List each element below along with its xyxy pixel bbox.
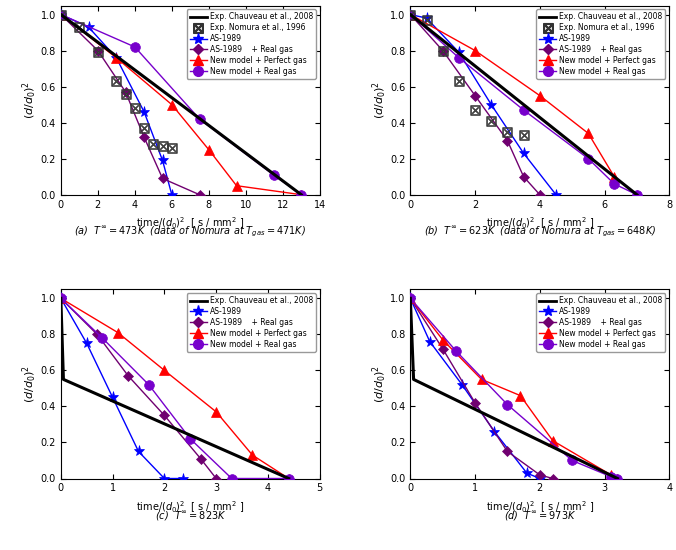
Y-axis label: $(d/d_0)^2$: $(d/d_0)^2$	[370, 365, 389, 403]
Y-axis label: $(d/d_0)^2$: $(d/d_0)^2$	[370, 81, 389, 119]
X-axis label: time/$(d_0)^2$  [ s / mm$^2$ ]: time/$(d_0)^2$ [ s / mm$^2$ ]	[486, 215, 594, 231]
X-axis label: time/$(d_0)^2$  [ s / mm$^2$ ]: time/$(d_0)^2$ [ s / mm$^2$ ]	[137, 499, 244, 515]
Y-axis label: $(d/d_0)^2$: $(d/d_0)^2$	[21, 365, 39, 403]
Text: (b)  $T^{\infty}=623K$  (data of Nomura at $T_{gas}=648 K$): (b) $T^{\infty}=623K$ (data of Nomura at…	[424, 225, 656, 239]
Legend: Exp. Chauveau et al., 2008, Exp. Nomura et al., 1996, AS-1989, AS-1989    + Real: Exp. Chauveau et al., 2008, Exp. Nomura …	[187, 9, 316, 79]
X-axis label: time/$(d_0)^2$  [ s / mm$^2$ ]: time/$(d_0)^2$ [ s / mm$^2$ ]	[137, 215, 244, 231]
Text: (a)  $T^{\infty}=473K$  (data of Nomura at $T_{gas}=471 K$): (a) $T^{\infty}=473K$ (data of Nomura at…	[74, 225, 306, 239]
Legend: Exp. Chauveau et al., 2008, AS-1989, AS-1989    + Real gas, New model + Perfect : Exp. Chauveau et al., 2008, AS-1989, AS-…	[536, 293, 665, 352]
Legend: Exp. Chauveau et al., 2008, AS-1989, AS-1989    + Real gas, New model + Perfect : Exp. Chauveau et al., 2008, AS-1989, AS-…	[187, 293, 316, 352]
Y-axis label: $(d/d_0)^2$: $(d/d_0)^2$	[21, 81, 39, 119]
Text: (d)  $T^{\infty}=973K$: (d) $T^{\infty}=973K$	[504, 509, 576, 522]
Text: (c)  $T^{\infty}=823K$: (c) $T^{\infty}=823K$	[155, 509, 226, 522]
Legend: Exp. Chauveau et al., 2008, Exp. Nomura et al., 1996, AS-1989, AS-1989    + Real: Exp. Chauveau et al., 2008, Exp. Nomura …	[536, 9, 665, 79]
X-axis label: time/$(d_0)^2$  [ s / mm$^2$ ]: time/$(d_0)^2$ [ s / mm$^2$ ]	[486, 499, 594, 515]
